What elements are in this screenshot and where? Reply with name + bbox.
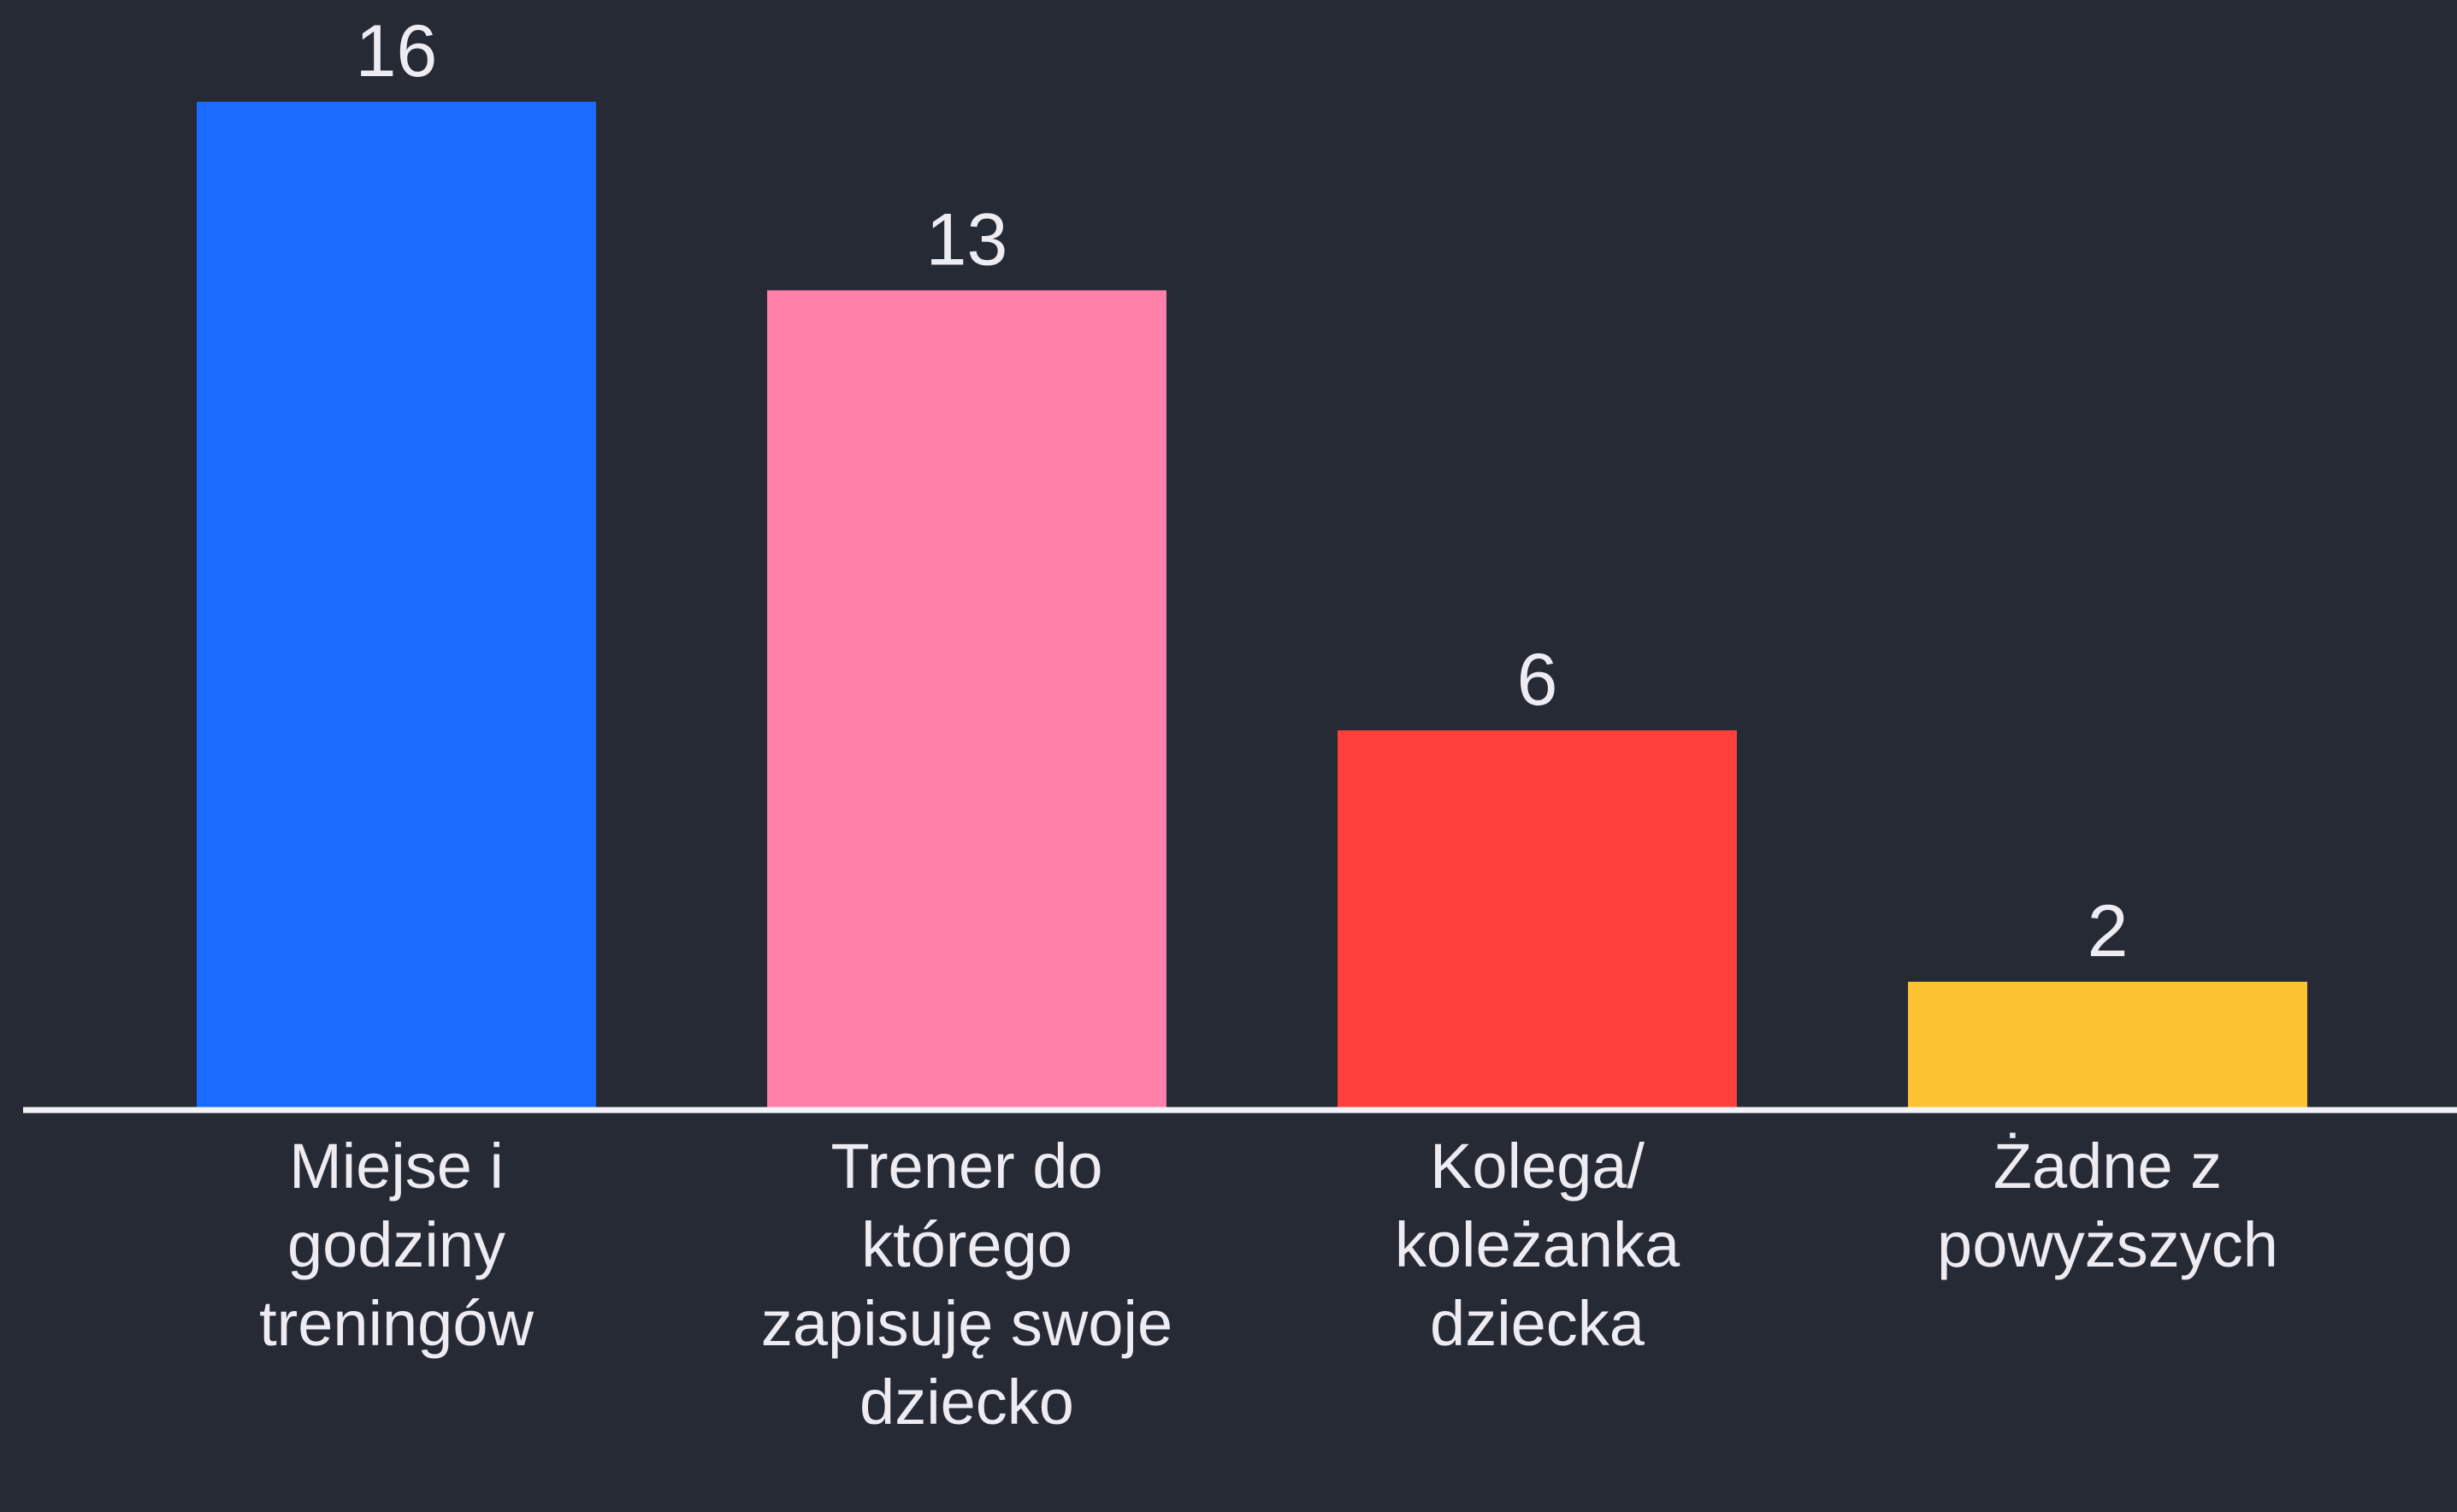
x-tick-label: Miejse i godziny treningów [259, 1131, 534, 1359]
x-tick-label: Żadne z powyższych [1937, 1131, 2278, 1280]
value-label: 13 [926, 199, 1008, 281]
value-label: 2 [2088, 890, 2129, 972]
bar [1338, 730, 1737, 1107]
bar [1908, 982, 2307, 1107]
value-label: 16 [356, 10, 438, 92]
value-label: 6 [1517, 639, 1558, 721]
bar [197, 102, 596, 1107]
x-tick-label: Trener do którego zapisuję swoje dziecko [760, 1131, 1173, 1438]
x-tick-label: Kolega/ koleżanka dziecka [1394, 1131, 1680, 1359]
bar [767, 290, 1166, 1107]
